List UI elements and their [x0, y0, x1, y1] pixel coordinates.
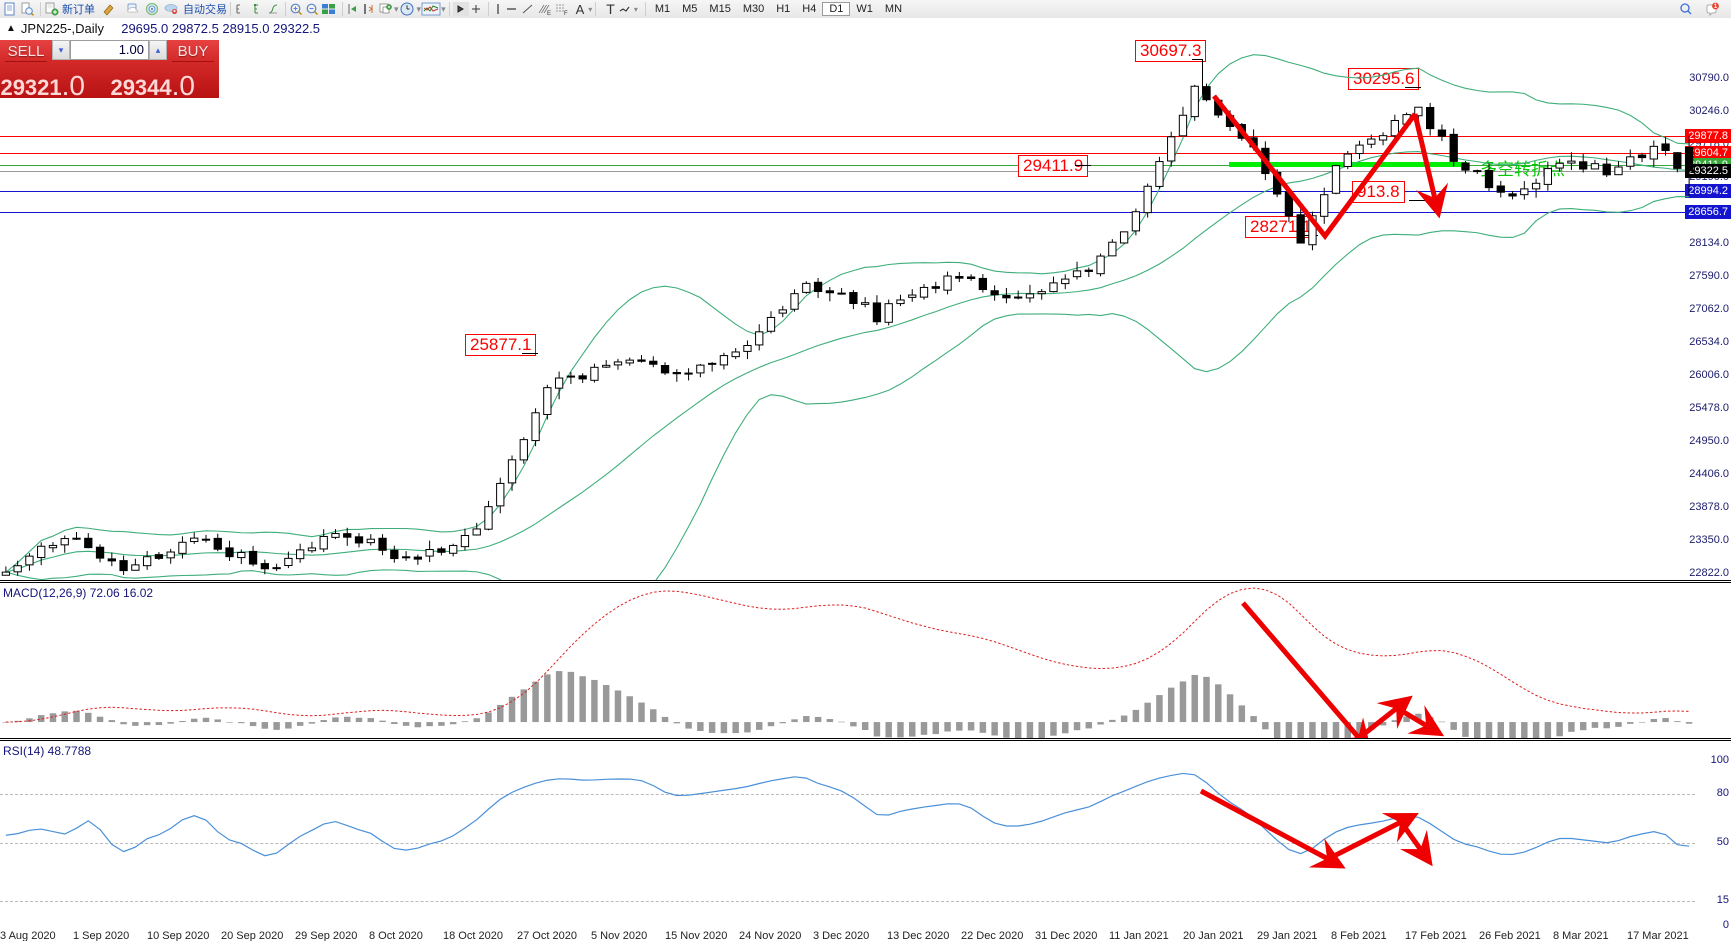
svg-text:E: E	[547, 11, 551, 16]
svg-text:F: F	[564, 11, 568, 16]
